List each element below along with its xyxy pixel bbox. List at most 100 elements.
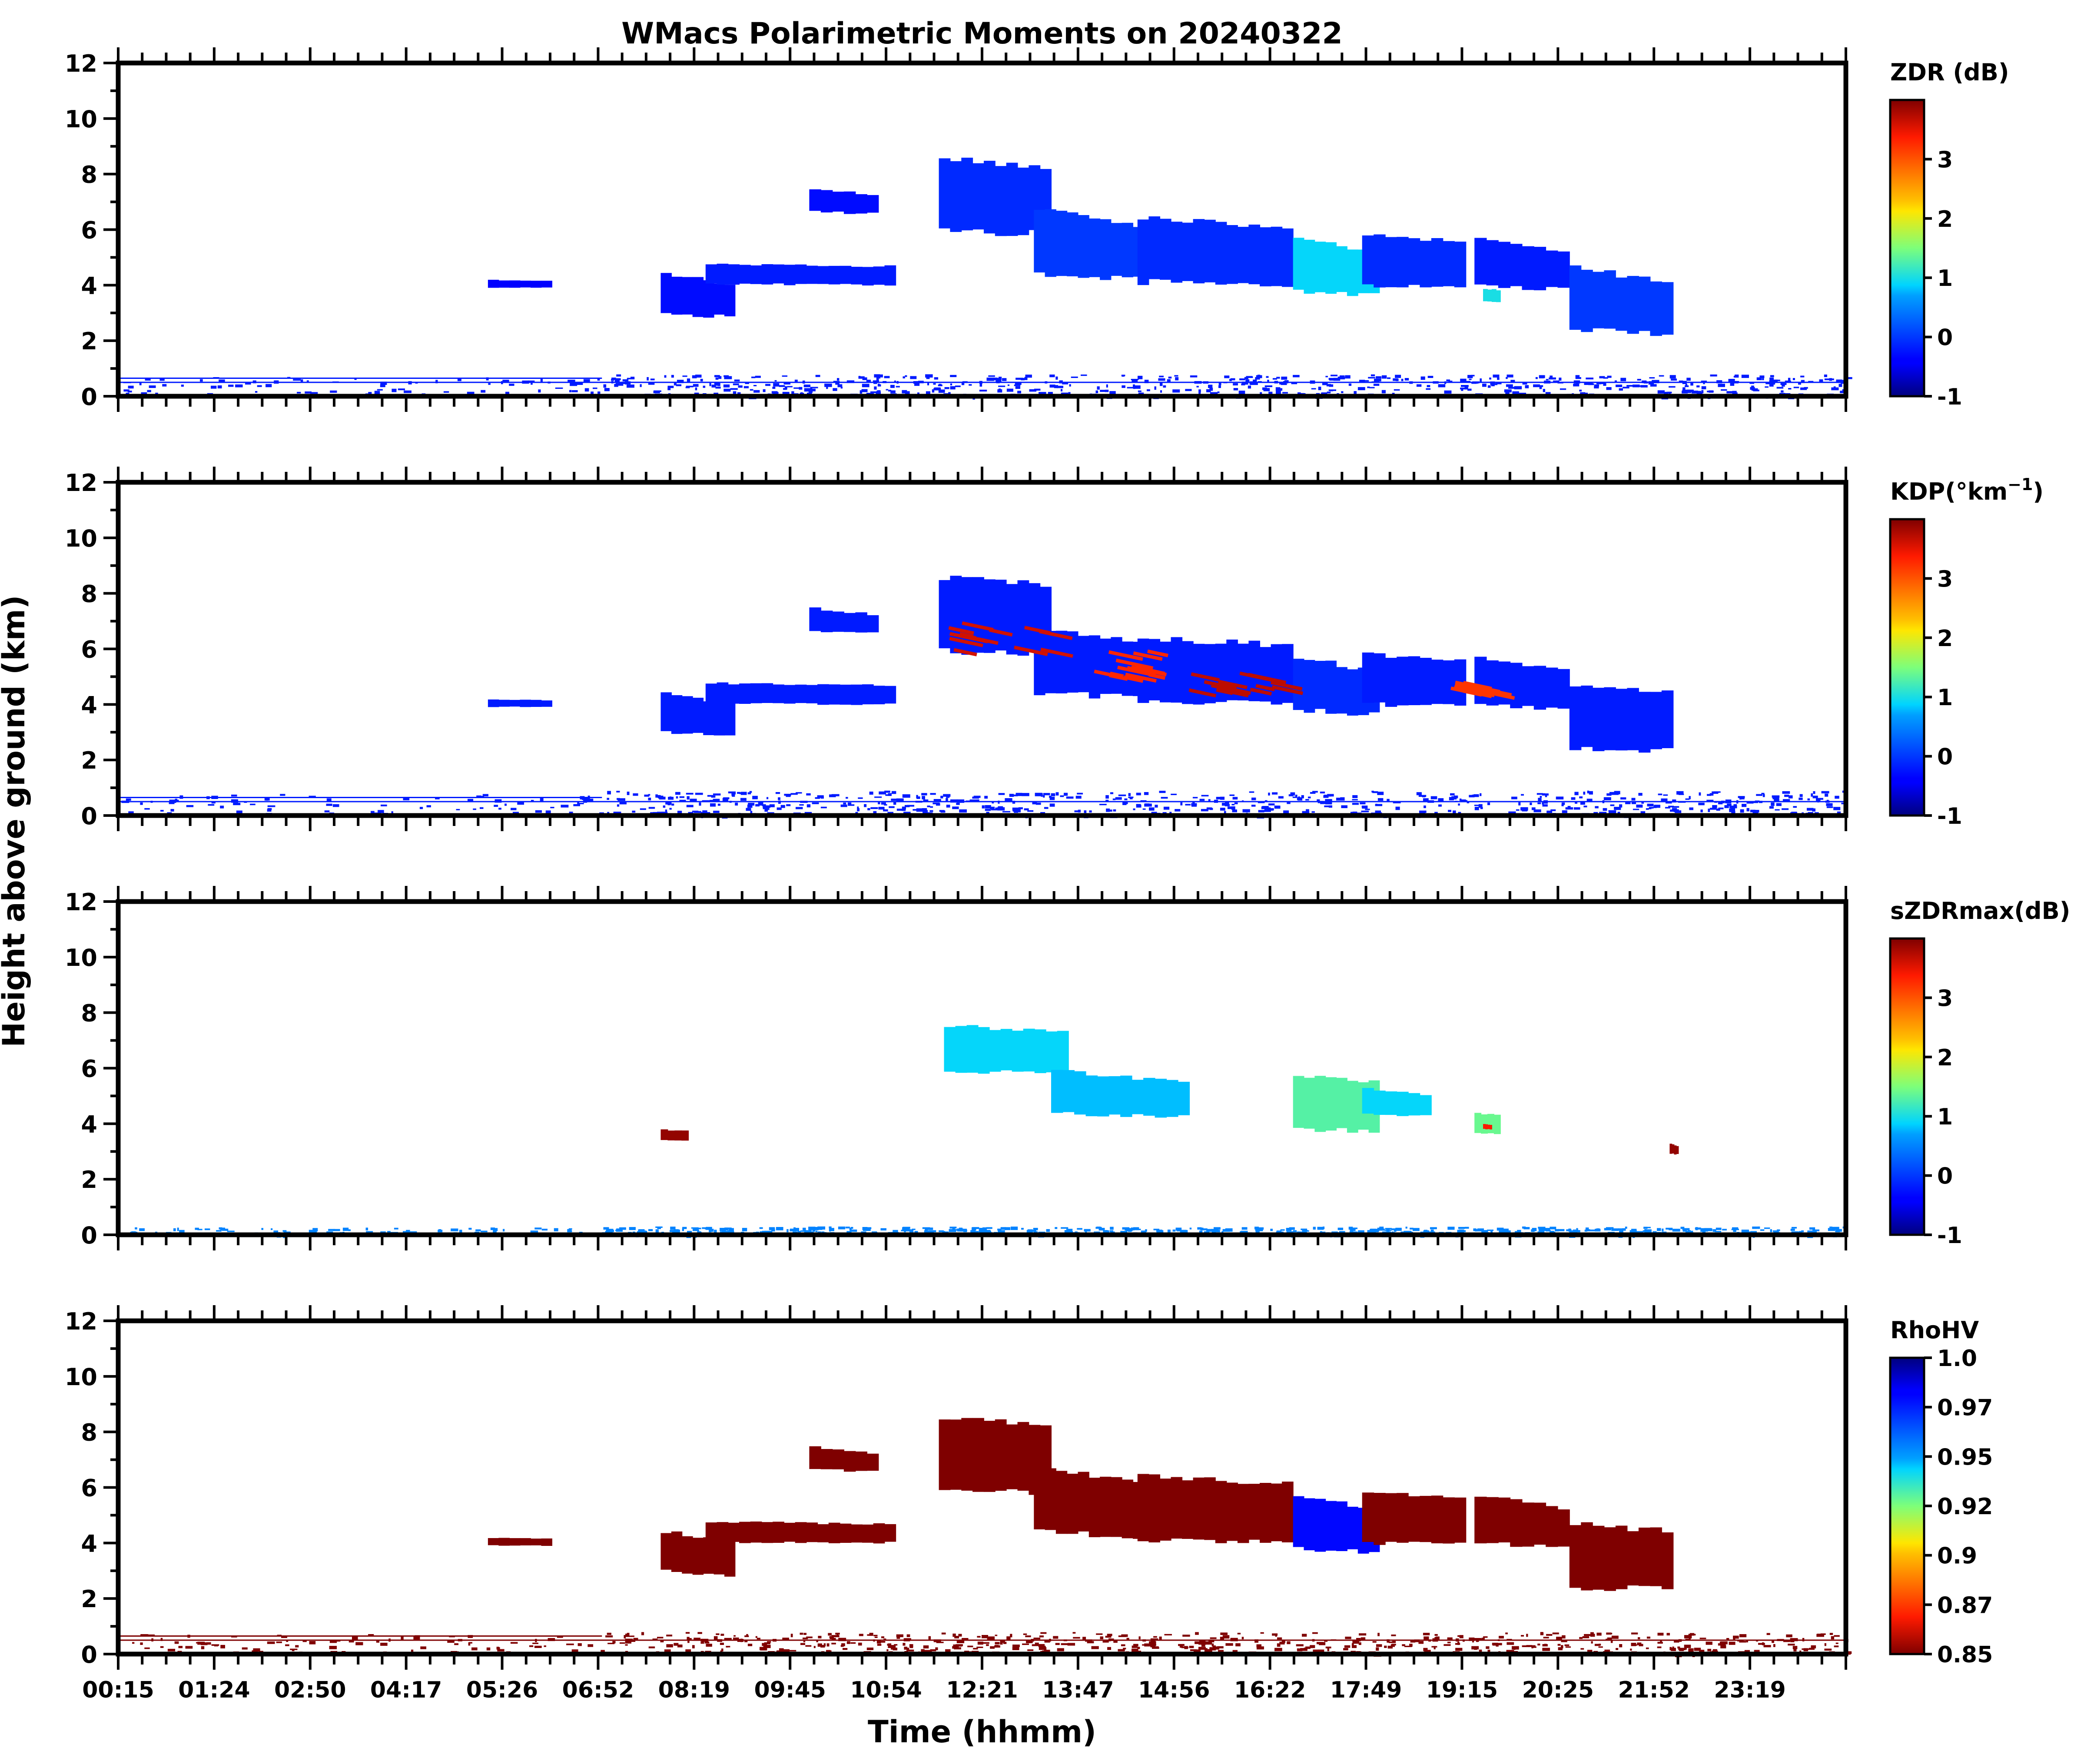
clutter-pixel [1256,1644,1262,1648]
echo-pixel [1546,250,1558,287]
clutter-pixel [810,387,818,388]
clutter-pixel [570,382,577,386]
echo-cell [705,1521,896,1544]
clutter-pixel [380,381,387,385]
clutter-pixel [731,792,735,796]
clutter-pixel [1313,1649,1320,1652]
y-tick-label: 10 [65,944,97,972]
clutter-pixel [1144,803,1152,807]
clutter-pixel [857,808,860,812]
echo-pixel [1408,656,1420,705]
clutter-pixel [783,1649,790,1652]
streak-pixel [1127,666,1154,675]
echo-pixel [939,158,951,229]
clutter-pixel [398,388,405,391]
echo-pixel [1604,270,1616,329]
clutter-pixel [1478,804,1483,807]
clutter-pixel [938,385,942,386]
clutter-pixel [1646,1230,1650,1232]
x-tick-label: 02:50 [274,1677,346,1703]
clutter-pixel [1387,377,1391,379]
clutter-pixel [1517,1230,1521,1233]
clutter-pixel [1533,809,1541,812]
clutter-pixel [1024,808,1029,811]
clutter-pixel [1113,809,1116,812]
clutter-pixel [771,391,778,394]
clutter-pixel [1801,380,1805,383]
clutter-pixel [1739,796,1745,799]
clutter-pixel [1619,1230,1623,1233]
clutter-pixel [1741,375,1749,378]
clutter-pixel [1606,1632,1612,1635]
clutter-pixel [763,805,771,808]
clutter-pixel [682,1228,684,1231]
clutter-pixel [1118,1635,1126,1637]
clutter-pixel [1125,1228,1130,1231]
axes-frame [116,60,1848,399]
clutter-pixel [1137,1647,1140,1649]
clutter-pixel [876,377,879,381]
clutter-pixel [864,804,867,807]
clutter-pixel [267,808,272,810]
streak-pixel [1014,645,1048,657]
clutter-pixel [1674,1640,1679,1643]
clutter-pixel [1643,1230,1647,1232]
clutter-pixel [1434,1646,1436,1650]
clutter-pixel [884,804,887,806]
clutter-pixel [750,389,753,391]
clutter-pixel [1201,1228,1208,1230]
clutter-pixel [733,383,739,385]
echo-pixel [724,285,736,317]
clutter-pixel [1607,375,1612,378]
clutter-pixel [1835,1642,1838,1644]
clutter-pixel [720,1228,726,1231]
clutter-pixel [435,380,438,384]
clutter-pixel [998,1229,1002,1233]
clutter-pixel [815,375,820,377]
clutter-pixel [946,805,950,808]
clutter-pixel [454,1643,459,1645]
echo-pixel [1533,1502,1546,1545]
clutter-pixel [1729,1641,1736,1645]
clutter-pixel [747,804,753,808]
clutter-pixel [528,380,535,382]
y-tick-label: 4 [81,691,97,719]
clutter-pixel [1561,1640,1567,1642]
clutter-pixel [831,794,840,796]
clutter-pixel [1685,385,1689,387]
clutter-pixel [631,1635,634,1637]
clutter-pixel [1298,797,1303,801]
colorbar-tick-label: 3 [1937,147,1953,173]
clutter-pixel [720,1642,724,1645]
echo-pixel [1171,222,1183,283]
clutter-pixel [1310,792,1316,794]
chart-title: WMacs Polarimetric Moments on 20240322 [621,17,1343,51]
clutter-pixel [494,799,502,803]
clutter-pixel [1087,1641,1094,1644]
clutter-pixel [660,1640,664,1642]
echo-pixel [1171,637,1183,703]
colorbar-frame [1889,937,1925,1236]
clutter-pixel [1311,811,1315,813]
colorbar-tick-label: 1.0 [1937,1346,1977,1372]
clutter-pixel [326,803,332,806]
clutter-pixel [1769,378,1774,380]
clutter-pixel [1461,799,1466,802]
clutter-pixel [1770,375,1774,378]
clutter-pixel [714,1230,717,1233]
clutter-pixel [924,1650,932,1653]
clutter-pixel [744,1635,749,1637]
clutter-pixel [1276,391,1281,394]
clutter-pixel [1680,1227,1685,1229]
clutter-pixel [1537,802,1541,804]
streak-pixel [1115,658,1154,670]
clutter-pixel [544,1645,547,1647]
clutter-pixel [1457,1230,1460,1233]
streak-pixel [949,637,983,647]
clutter-pixel [829,1226,832,1228]
clutter-pixel [1619,804,1623,808]
clutter-pixel [1699,1650,1705,1653]
clutter-pixel [769,1227,775,1230]
clutter-pixel [632,810,636,813]
